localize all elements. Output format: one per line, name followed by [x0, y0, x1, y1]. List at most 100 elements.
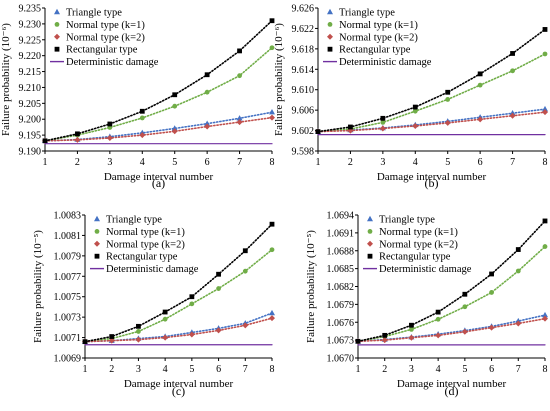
y-tick-label: 9.190	[19, 147, 42, 158]
x-axis-title: Damage interval number	[124, 378, 234, 390]
x-tick-label: 4	[163, 364, 168, 375]
data-point	[355, 338, 361, 344]
series-rectangular-type	[355, 218, 548, 344]
y-tick-label: 1.0685	[327, 264, 355, 275]
data-point	[236, 115, 243, 121]
x-tick-label: 1	[83, 364, 88, 375]
data-point	[412, 122, 419, 129]
x-tick-label: 8	[270, 157, 275, 168]
data-point	[139, 108, 145, 114]
data-point	[269, 247, 275, 253]
data-point	[75, 131, 80, 137]
data-point	[172, 92, 178, 98]
legend-swatch	[367, 253, 373, 259]
data-point	[42, 138, 48, 144]
data-point	[74, 136, 81, 143]
y-tick-label: 9.210	[19, 83, 42, 94]
data-point	[135, 336, 142, 343]
x-tick-label: 4	[436, 364, 441, 375]
y-axis-title: Failure probability (10⁻⁵)	[32, 230, 44, 343]
panel-label: (a)	[152, 176, 165, 190]
data-point	[412, 108, 418, 114]
data-point	[204, 72, 210, 78]
x-tick-label: 2	[75, 157, 80, 168]
data-point	[515, 247, 521, 252]
y-tick-label: 1.0075	[54, 292, 82, 303]
series-line	[317, 111, 546, 133]
data-point	[488, 324, 495, 331]
series-rectangular-type	[315, 27, 548, 134]
y-tick-label: 1.0679	[327, 300, 355, 311]
panel-c: 1 2 3 4 5 6 7 8 1.0069 1.0071 1.0073 1.0075 1.0077 1.…	[32, 211, 275, 398]
legend-swatch	[54, 33, 60, 40]
data-point	[348, 124, 353, 130]
data-point	[242, 248, 248, 254]
y-tick-label: 9.606	[292, 106, 315, 117]
x-tick-label: 3	[136, 364, 141, 375]
data-point	[542, 315, 548, 322]
legend-label: Normal type (k=1)	[66, 20, 145, 31]
data-point	[379, 125, 386, 132]
data-point	[509, 110, 516, 116]
data-point	[269, 45, 275, 51]
x-tick-label: 1	[43, 157, 48, 168]
x-tick-label: 5	[172, 157, 177, 168]
x-tick-label: 7	[516, 364, 521, 375]
legend-label: Rectangular type	[66, 45, 138, 56]
x-tick-label: 5	[189, 364, 194, 375]
x-tick-label: 8	[543, 364, 548, 375]
data-point	[269, 315, 275, 322]
data-point	[216, 271, 221, 277]
y-tick-label: 1.0670	[327, 354, 355, 365]
legend-label: Normal type (k=2)	[66, 32, 145, 43]
y-tick-label: 9.626	[292, 4, 315, 15]
data-point	[242, 268, 248, 274]
data-point	[489, 271, 494, 277]
x-tick-label: 6	[216, 364, 221, 375]
data-point	[445, 89, 451, 95]
series-line	[357, 317, 546, 343]
y-tick-label: 9.225	[19, 35, 42, 46]
series-rectangular-type	[82, 221, 275, 345]
data-point	[204, 120, 211, 126]
legend-label: Normal type (k=1)	[339, 20, 418, 31]
legend-label: Triangle type	[66, 8, 122, 19]
y-tick-label: 9.220	[19, 51, 42, 62]
data-point	[412, 104, 418, 110]
legend-label: Deterministic damage	[106, 264, 199, 275]
series-line	[84, 312, 273, 343]
data-point	[510, 68, 515, 74]
data-point	[477, 116, 484, 123]
panel-label: (c)	[172, 384, 185, 398]
y-tick-label: 1.0073	[54, 313, 82, 324]
data-point	[444, 119, 451, 126]
x-axis-title: Damage interval number	[377, 171, 487, 183]
legend-label: Normal type (k=2)	[379, 239, 458, 250]
legend-label: Deterministic damage	[379, 264, 472, 275]
x-tick-label: 2	[109, 364, 114, 375]
legend-label: Triangle type	[379, 215, 435, 226]
y-tick-label: 9.195	[19, 131, 42, 142]
data-point	[188, 331, 195, 338]
data-point	[542, 244, 548, 249]
y-tick-label: 9.610	[292, 85, 315, 96]
y-tick-label: 1.0083	[54, 211, 82, 222]
data-point	[445, 97, 451, 102]
series-line	[357, 220, 546, 343]
data-point	[409, 327, 414, 332]
legend-swatch	[94, 253, 100, 259]
data-point	[269, 309, 275, 316]
y-tick-label: 1.0694	[327, 211, 355, 222]
data-point	[106, 134, 113, 141]
y-tick-label: 1.0688	[327, 246, 355, 257]
data-point	[237, 48, 242, 54]
x-axis-title: Damage interval number	[104, 171, 214, 183]
y-axis-title: Failure probability (10⁻⁶)	[273, 23, 285, 136]
data-point	[509, 112, 516, 119]
data-point	[269, 221, 275, 227]
y-tick-label: 9.622	[292, 24, 315, 35]
y-tick-label: 9.618	[292, 44, 315, 55]
y-tick-label: 1.0673	[327, 336, 355, 347]
